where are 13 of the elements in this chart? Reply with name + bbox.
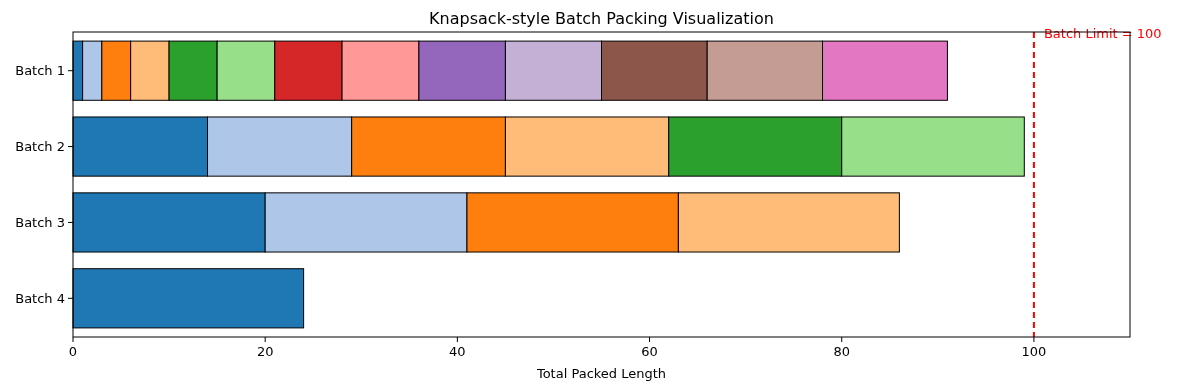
- chart-title: Knapsack-style Batch Packing Visualization: [429, 9, 774, 28]
- x-axis-title: Total Packed Length: [535, 366, 667, 381]
- ref-line-label: Batch Limit = 100: [1043, 26, 1162, 41]
- x-tick-label: 20: [256, 344, 274, 359]
- x-tick-label: 0: [68, 344, 78, 359]
- y-tick-label: Batch 3: [15, 214, 65, 230]
- x-tick-label: 100: [1021, 344, 1047, 359]
- y-tick-label: Batch 2: [15, 139, 65, 155]
- x-tick-label: 80: [833, 344, 850, 359]
- x-tick-label: 40: [449, 344, 466, 359]
- y-tick-label: Batch 4: [15, 290, 65, 306]
- x-tick-label: 60: [641, 344, 658, 359]
- y-tick-label: Batch 1: [15, 63, 65, 79]
